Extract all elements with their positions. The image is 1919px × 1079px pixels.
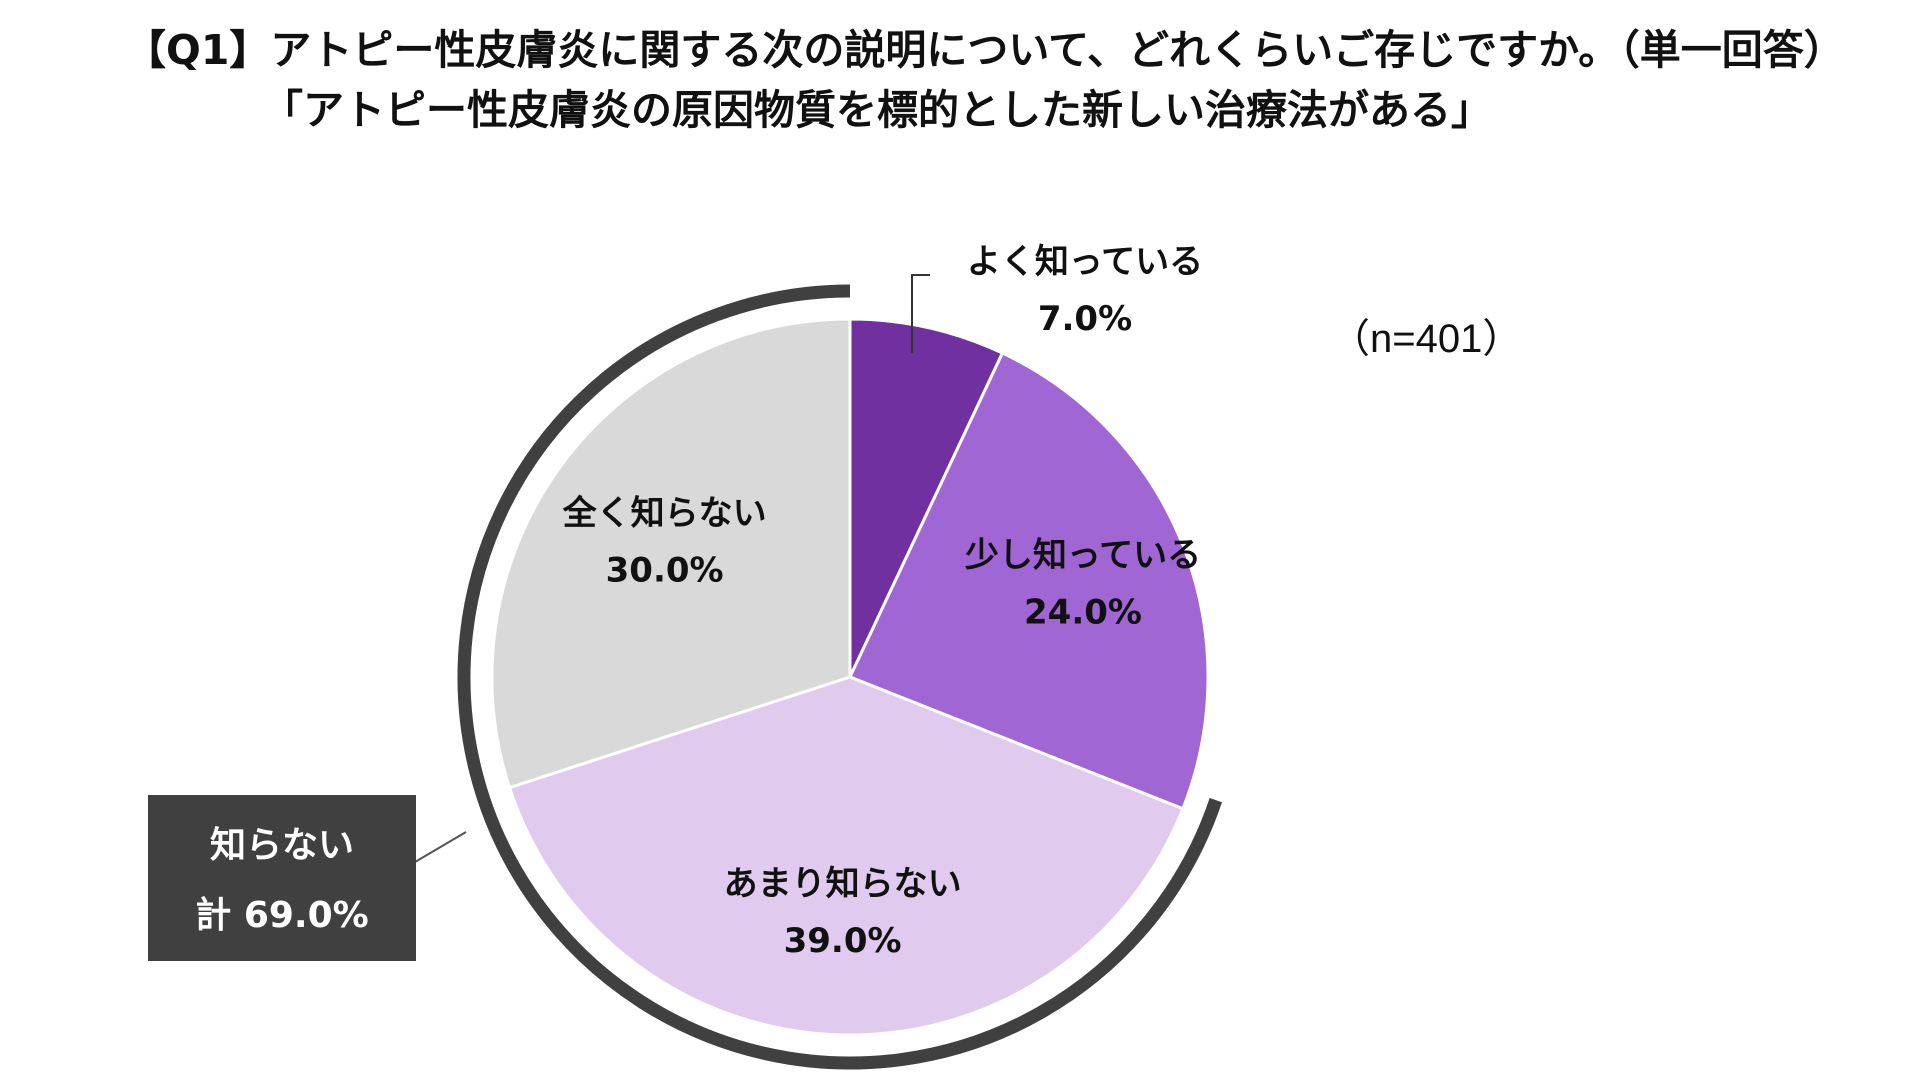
slice-category-label: あまり知らない [724, 864, 962, 904]
slice-value-label: 30.0% [606, 550, 724, 590]
slice-category-label: 少し知っている [965, 536, 1201, 576]
group-total-box [148, 795, 416, 961]
group-total-label: 知らない [210, 825, 354, 866]
slice-category-label: 全く知らない [562, 493, 767, 533]
slice-not-known-at-all [490, 317, 852, 790]
pie-slices [490, 274, 1210, 1037]
slice-well-known [848, 317, 1005, 678]
slice-value-label: 39.0% [784, 921, 902, 961]
slice-category-label: よく知っている [967, 242, 1203, 282]
group-total-value: 計 69.0% [195, 895, 368, 936]
sample-size-label: （n=401） [1330, 317, 1522, 361]
bracket-arc [457, 284, 1222, 1070]
leader-line [911, 274, 930, 353]
slice-not-much-known [507, 675, 1185, 1037]
slice-value-label: 7.0% [1038, 299, 1132, 339]
title-line-1: 【Q1】アトピー性皮膚炎に関する次の説明について、どれくらいご存じですか。（単一… [125, 26, 1845, 74]
title-line-2: 「アトピー性皮膚炎の原因物質を標的とした新しい治療法がある」 [262, 86, 1492, 134]
slice-value-label: 24.0% [1024, 593, 1142, 633]
bracket-connector [414, 831, 467, 863]
slice-somewhat-known [847, 351, 1210, 811]
slice-labels: よく知っている 7.0% 少し知っている 24.0% あまり知らない 39.0% 全く知らな… [562, 242, 1204, 961]
